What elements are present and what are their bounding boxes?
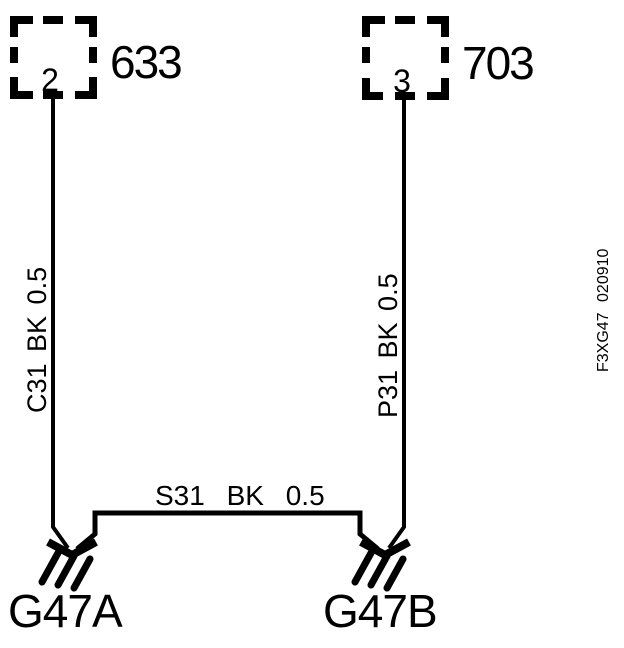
- wire-bottom-s31: [75, 510, 380, 551]
- connector-633-label: 633: [110, 36, 181, 88]
- connector-703-box: [362, 16, 449, 100]
- ground-left-label: G47A: [8, 585, 123, 637]
- connector-703-pin-number: 3: [393, 63, 411, 99]
- connector-633-pin-number: 2: [41, 62, 59, 98]
- ground-right-hatch-icon: [351, 549, 407, 592]
- ground-right-symbol: [351, 538, 411, 592]
- ground-left-symbol: [38, 538, 98, 592]
- wire-bottom-label: S31 BK 0.5: [155, 480, 325, 511]
- wire-left-label: C31 BK 0.5: [22, 267, 52, 413]
- connector-703-label: 703: [462, 37, 533, 89]
- ground-left-hatch-icon: [38, 549, 94, 592]
- wire-right-label: P31 BK 0.5: [373, 273, 403, 418]
- diagram-reference: F3XG47 020910: [595, 248, 612, 372]
- wire-left-c31: [51, 95, 70, 550]
- ground-right-label: G47B: [323, 585, 437, 637]
- wire-right-p31: [387, 99, 406, 550]
